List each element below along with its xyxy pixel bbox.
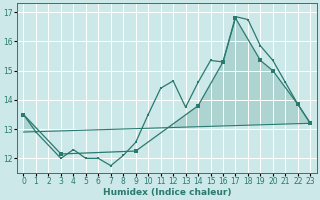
X-axis label: Humidex (Indice chaleur): Humidex (Indice chaleur) bbox=[103, 188, 231, 197]
